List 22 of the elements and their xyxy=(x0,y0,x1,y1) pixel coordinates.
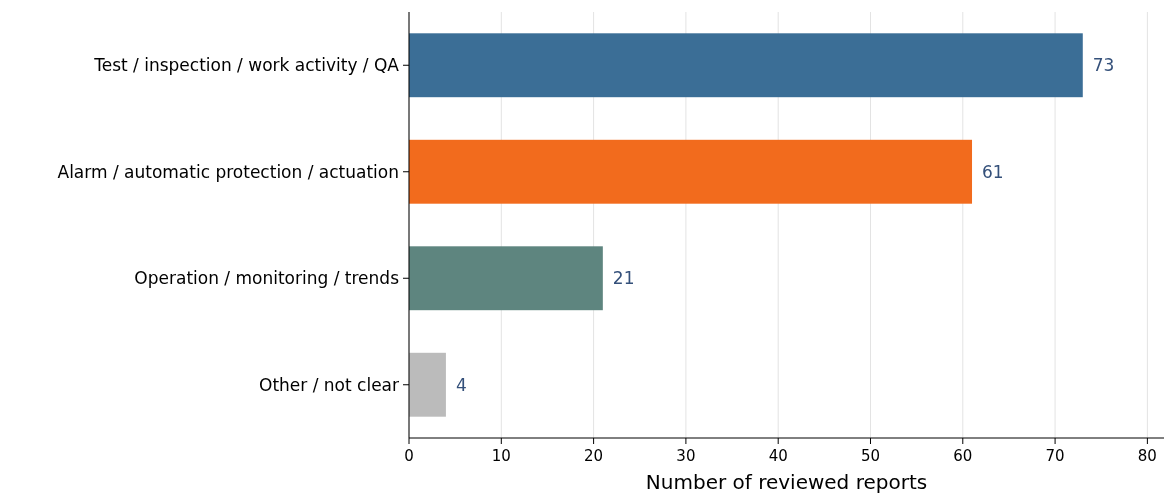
x-tick-label: 70 xyxy=(1045,447,1065,465)
x-tick-label: 40 xyxy=(768,447,788,465)
bar xyxy=(409,352,446,417)
x-tick-label: 0 xyxy=(404,447,414,465)
data-label: 21 xyxy=(612,268,635,289)
x-tick-label: 50 xyxy=(860,447,881,465)
bar xyxy=(409,246,603,311)
y-tick-label: Test / inspection / work activity / QA xyxy=(93,55,400,76)
data-label: 4 xyxy=(455,374,467,395)
data-label: 61 xyxy=(982,161,1004,182)
y-tick-label: Other / not clear xyxy=(259,374,400,395)
x-tick-label: 60 xyxy=(953,447,973,465)
bar xyxy=(409,139,973,204)
x-tick-label: 20 xyxy=(584,447,604,465)
bar xyxy=(409,33,1083,98)
x-tick-label: 80 xyxy=(1137,447,1157,465)
y-tick-label: Alarm / automatic protection / actuation xyxy=(57,161,399,182)
x-tick-label: 10 xyxy=(491,447,511,465)
x-axis-title: Number of reviewed reports xyxy=(645,470,928,494)
data-label: 73 xyxy=(1092,55,1115,76)
y-tick-label: Operation / monitoring / trends xyxy=(134,268,400,289)
x-tick-label: 30 xyxy=(676,447,696,465)
